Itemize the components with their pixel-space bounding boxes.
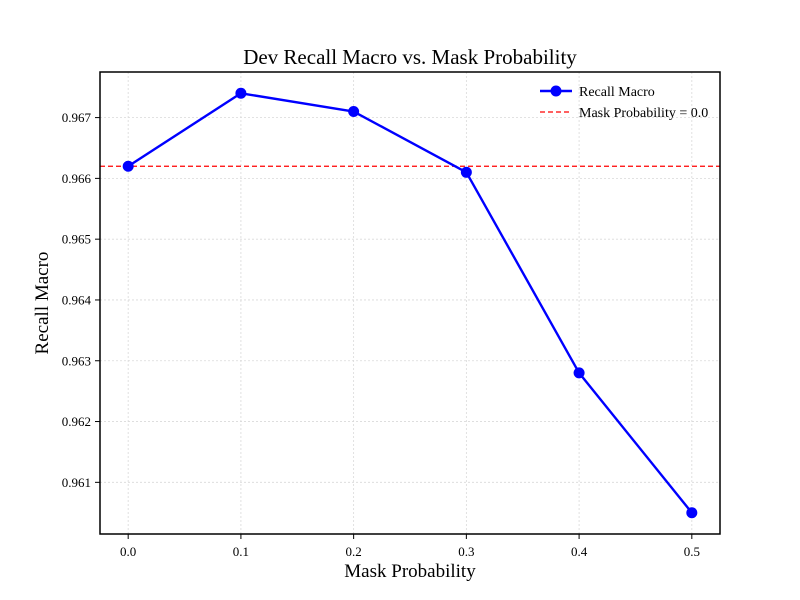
y-tick-label: 0.964 xyxy=(62,292,92,307)
y-axis: 0.961 0.962 0.963 0.964 0.965 0.966 0.967 xyxy=(62,110,100,490)
y-tick-label: 0.966 xyxy=(62,171,92,186)
y-tick-label: 0.962 xyxy=(62,414,91,429)
x-tick-label: 0.5 xyxy=(684,544,700,559)
y-tick-label: 0.963 xyxy=(62,353,91,368)
legend-series-marker xyxy=(550,85,562,97)
y-tick-label: 0.961 xyxy=(62,475,91,490)
x-tick-label: 0.4 xyxy=(571,544,588,559)
series-layer xyxy=(122,87,698,519)
x-axis-label: Mask Probability xyxy=(344,561,476,582)
y-tick-label: 0.967 xyxy=(62,110,92,125)
legend-series-label: Recall Macro xyxy=(579,85,655,100)
data-point xyxy=(348,106,360,118)
plot-frame xyxy=(99,71,721,535)
y-tick-label: 0.965 xyxy=(62,232,91,247)
x-tick-label: 0.1 xyxy=(233,544,249,559)
series-line xyxy=(127,92,693,514)
data-point xyxy=(235,87,247,99)
chart-title: Dev Recall Macro vs. Mask Probability xyxy=(243,45,577,69)
data-point xyxy=(686,507,698,519)
x-tick-label: 0.0 xyxy=(120,544,136,559)
legend: Recall Macro Mask Probability = 0.0 xyxy=(540,85,708,121)
y-axis-label: Recall Macro xyxy=(32,252,53,355)
data-point xyxy=(122,160,134,172)
data-point xyxy=(460,166,472,178)
grid xyxy=(100,72,720,534)
x-axis: 0.0 0.1 0.2 0.3 0.4 0.5 xyxy=(120,534,700,559)
legend-reference-label: Mask Probability = 0.0 xyxy=(579,106,708,121)
x-tick-label: 0.2 xyxy=(346,544,362,559)
data-point xyxy=(573,367,585,379)
x-tick-label: 0.3 xyxy=(458,544,474,559)
